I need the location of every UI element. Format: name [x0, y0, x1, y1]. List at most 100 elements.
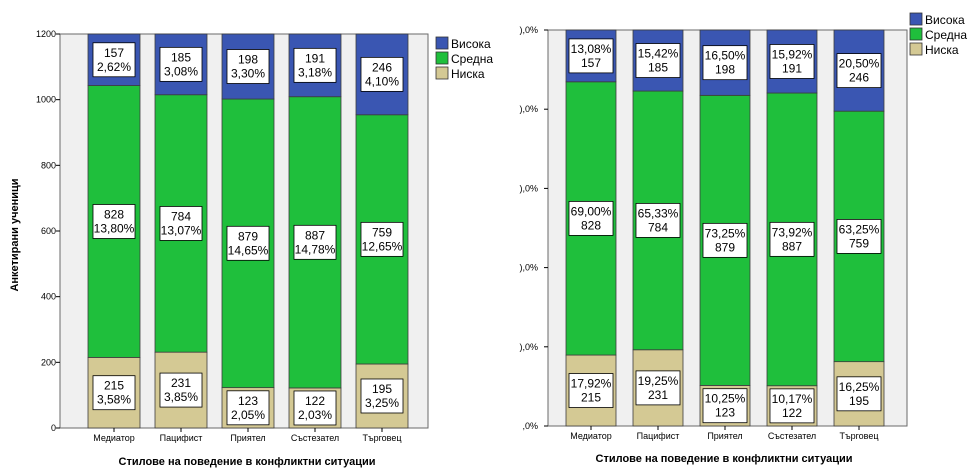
legend-swatch-2	[435, 51, 449, 65]
data-label: 14,78%	[295, 242, 336, 256]
legend-label: Ниска	[451, 67, 485, 81]
x-tick-label: Медиатор	[570, 431, 612, 441]
data-label: 19,25%	[638, 374, 679, 388]
x-tick-label: Търговец	[362, 433, 401, 443]
data-label-box	[360, 221, 404, 257]
legend-swatch-3	[909, 42, 923, 56]
x-tick-label: Търговец	[839, 431, 878, 441]
legend-label: Висока	[925, 13, 965, 27]
data-label-box	[159, 372, 203, 408]
data-label: 3,85%	[164, 390, 198, 404]
y-tick-label: ),0%	[519, 104, 538, 114]
data-label: 15,92%	[772, 47, 813, 61]
data-label: 3,08%	[164, 64, 198, 78]
data-label: 3,58%	[97, 393, 131, 407]
data-label: 191	[305, 51, 325, 65]
legend-label: Средна	[925, 28, 967, 42]
data-label-box	[702, 45, 748, 81]
data-label-box	[568, 38, 614, 74]
data-label: 195	[849, 394, 869, 408]
y-tick-label: ),0%	[519, 25, 538, 35]
data-label: 198	[715, 63, 735, 77]
x-tick-label: Приятел	[707, 431, 742, 441]
data-label: 191	[782, 61, 802, 75]
x-tick-label: Пацифист	[637, 431, 680, 441]
data-label: 122	[782, 406, 802, 420]
x-tick-label: Състезател	[768, 431, 816, 441]
data-label: 122	[305, 394, 325, 408]
legend-label: Висока	[451, 37, 491, 51]
data-label: 20,50%	[839, 57, 880, 71]
data-label: 63,25%	[839, 222, 880, 236]
data-label: 215	[581, 391, 601, 405]
legend-swatch-3	[435, 66, 449, 80]
data-label-box	[92, 42, 136, 78]
x-tick-label: Медиатор	[93, 433, 135, 443]
legend-label: Средна	[451, 52, 493, 66]
data-label-box	[92, 204, 136, 239]
y-tick-label: 1000	[36, 95, 56, 105]
data-label: 879	[238, 229, 258, 243]
data-label-box	[769, 388, 815, 424]
data-label-box	[635, 203, 681, 238]
data-label: 828	[581, 218, 601, 232]
data-label-box	[226, 390, 270, 426]
data-label-box	[702, 388, 748, 424]
data-label: 784	[648, 220, 668, 234]
legend-swatch-1	[909, 12, 923, 26]
data-label: 198	[238, 53, 258, 67]
x-axis-title: Стилове на поведение в конфликтни ситуац…	[596, 453, 853, 465]
y-tick-label: 0	[51, 423, 56, 433]
data-label: 12,65%	[362, 239, 403, 253]
data-label: 246	[849, 71, 869, 85]
data-label: 246	[372, 60, 392, 74]
data-label: 16,50%	[705, 49, 746, 63]
data-label-box	[836, 376, 882, 412]
data-label: 10,17%	[772, 392, 813, 406]
data-label-box	[836, 219, 882, 254]
data-label: 3,25%	[365, 396, 399, 410]
x-tick-label: Пацифист	[160, 433, 203, 443]
y-tick-label: 600	[41, 226, 56, 236]
x-tick-label: Приятел	[230, 433, 265, 443]
data-label-box	[293, 47, 337, 83]
y-tick-label: 400	[41, 292, 56, 302]
data-label-box	[226, 49, 270, 84]
data-label-box	[702, 222, 748, 258]
data-label: 10,25%	[705, 392, 746, 406]
data-label: 157	[104, 46, 124, 60]
x-axis-title: Стилове на поведение в конфликтни ситуац…	[119, 456, 376, 468]
data-label: 4,10%	[365, 74, 399, 88]
data-label: 69,00%	[571, 204, 612, 218]
data-label: 17,92%	[571, 377, 612, 391]
data-label-box	[293, 224, 337, 260]
data-label-box	[635, 370, 681, 406]
data-label-box	[568, 201, 614, 236]
y-tick-label: ),0%	[519, 183, 538, 193]
legend-swatch-1	[435, 36, 449, 50]
data-label-box	[92, 375, 136, 411]
data-label-box	[293, 390, 337, 426]
data-label-box	[635, 43, 681, 78]
data-label: 231	[171, 376, 191, 390]
data-label: 65,33%	[638, 206, 679, 220]
data-label: 215	[104, 379, 124, 393]
x-tick-label: Състезател	[291, 433, 339, 443]
data-label: 13,08%	[571, 42, 612, 56]
data-label-box	[360, 56, 404, 92]
data-label: 14,65%	[228, 243, 269, 257]
data-label-box	[159, 206, 203, 241]
data-label-box	[226, 225, 270, 261]
data-label: 759	[372, 225, 392, 239]
data-label: 185	[648, 61, 668, 75]
data-label: 73,25%	[705, 226, 746, 240]
data-label: 195	[372, 382, 392, 396]
y-tick-label: ,0%	[522, 421, 538, 431]
y-tick-label: ),0%	[519, 263, 538, 273]
data-label-box	[159, 46, 203, 82]
y-tick-label: 1200	[36, 29, 56, 39]
data-label: 3,18%	[298, 65, 332, 79]
data-label: 3,30%	[231, 67, 265, 81]
data-label: 2,03%	[298, 408, 332, 422]
